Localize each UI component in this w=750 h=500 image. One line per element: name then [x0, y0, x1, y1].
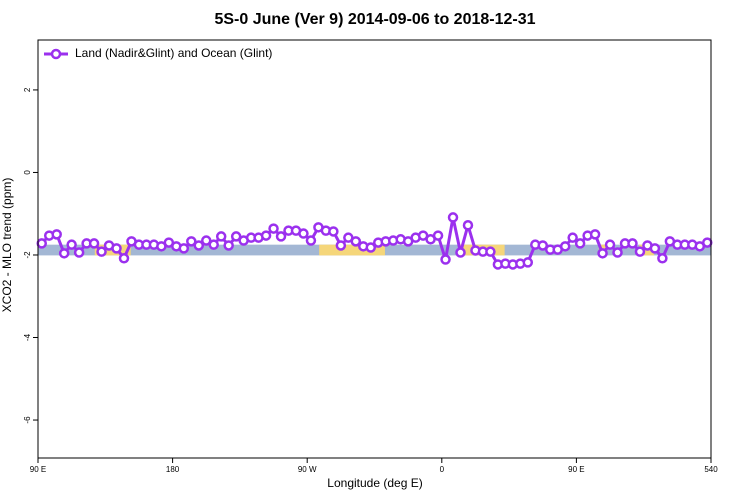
data-point — [567, 232, 578, 243]
data-point — [118, 253, 130, 264]
y-tick-label: -6 — [23, 416, 32, 424]
data-point — [350, 236, 362, 247]
data-point — [260, 230, 272, 241]
data-point — [702, 237, 713, 248]
data-point — [88, 238, 100, 249]
data-point — [186, 236, 197, 247]
data-point — [275, 231, 287, 242]
data-point — [365, 242, 377, 253]
y-axis-label: XCO2 - MLO trend (ppm) — [0, 178, 14, 313]
x-tick-label: 90 W — [298, 465, 317, 474]
x-tick-label: 180 — [166, 465, 180, 474]
data-point — [455, 247, 466, 258]
y-tick-label: -4 — [23, 333, 32, 341]
data-point — [634, 246, 646, 257]
data-point — [537, 240, 548, 251]
data-point — [597, 248, 608, 259]
x-tick-label: 90 E — [568, 465, 584, 474]
data-point — [522, 257, 534, 268]
data-point — [447, 212, 459, 223]
data-point — [589, 229, 601, 240]
data-point — [66, 239, 77, 250]
data-point — [574, 238, 586, 249]
data-point — [208, 239, 219, 250]
data-point — [215, 231, 227, 242]
plot-frame — [37, 39, 712, 459]
y-tick-label: 2 — [23, 87, 32, 92]
data-point — [298, 228, 309, 239]
data-point — [305, 235, 317, 246]
x-tick-label: 540 — [704, 465, 718, 474]
chart-title: 5S-0 June (Ver 9) 2014-09-06 to 2018-12-… — [214, 11, 535, 28]
data-point — [328, 226, 339, 237]
data-point — [51, 229, 62, 240]
legend-marker — [50, 48, 62, 60]
data-point — [649, 243, 661, 254]
data-point — [96, 246, 107, 257]
data-point — [268, 223, 279, 234]
data-point — [462, 220, 474, 231]
data-point — [111, 243, 122, 254]
data-point — [432, 230, 444, 241]
data-point — [36, 238, 47, 249]
data-point — [223, 240, 234, 251]
data-point — [627, 238, 638, 249]
y-tick-label: -2 — [23, 251, 32, 259]
land-segment — [319, 244, 385, 256]
x-tick-label: 0 — [440, 465, 445, 474]
data-point — [230, 231, 242, 242]
data-point — [604, 239, 616, 250]
data-point — [178, 243, 190, 254]
legend-label: Land (Nadir&Glint) and Ocean (Glint) — [75, 46, 272, 60]
y-tick-label: 0 — [23, 170, 32, 175]
data-point — [193, 240, 205, 251]
data-point — [657, 253, 668, 264]
data-point — [73, 247, 85, 258]
data-point — [485, 246, 496, 257]
data-point — [58, 248, 70, 259]
data-point — [612, 247, 623, 258]
x-axis-label: Longitude (deg E) — [327, 476, 422, 490]
x-tick-label: 90 E — [30, 465, 46, 474]
data-point — [201, 235, 212, 246]
data-point — [335, 240, 347, 251]
data-point — [559, 241, 571, 252]
data-point — [440, 254, 451, 265]
